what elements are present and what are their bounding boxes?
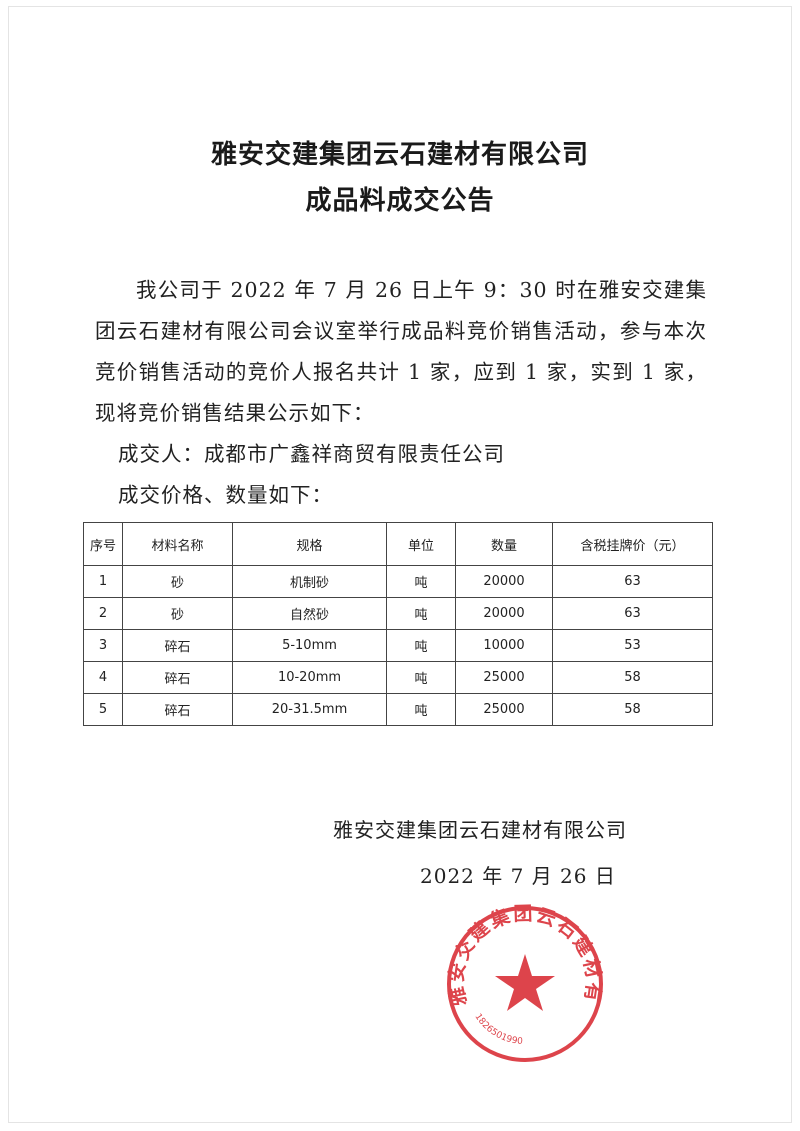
title-announcement: 成品料成交公告 — [305, 186, 495, 216]
title-company: 雅安交建集团云石建材有限公司 — [210, 140, 589, 170]
header-unit: 单位 — [386, 522, 456, 566]
cell-quantity: 10000 — [455, 629, 553, 662]
result-table: 序号 材料名称 规格 单位 数量 含税挂牌价（元） 1 砂机制砂吨 20000 63 2… — [83, 522, 713, 726]
table-row: 1 砂机制砂吨 20000 63 — [83, 565, 713, 598]
table-row: 3 碎石 5-10mm 吨 10000 53 — [83, 629, 713, 662]
table-row: 4 碎石 10-20mm 吨 25000 58 — [83, 661, 713, 694]
header-price: 含税挂牌价（元） — [552, 522, 713, 566]
signature-date: 2022 年 7 月 26 日 — [420, 864, 616, 888]
cell-spec: 10-20mm — [232, 661, 387, 694]
cell-quantity: 20000 — [455, 565, 553, 598]
page-border — [8, 6, 792, 1123]
header-material: 材料名称 — [122, 522, 233, 566]
table-row: 5 碎石 20-31.5mm 吨 25000 58 — [83, 693, 713, 726]
cell-unit: 吨 — [386, 565, 456, 598]
header-quantity: 数量 — [455, 522, 553, 566]
cell-material: 碎石 — [122, 661, 233, 694]
cell-quantity: 25000 — [455, 661, 553, 694]
cell-unit: 吨 — [386, 661, 456, 694]
cell-index: 1 — [83, 565, 123, 598]
cell-index: 2 — [83, 597, 123, 630]
header-index: 序号 — [83, 522, 123, 566]
header-spec: 规格 — [232, 522, 387, 566]
cell-index: 3 — [83, 629, 123, 662]
cell-price: 63 — [552, 597, 713, 630]
cell-spec: 20-31.5mm — [232, 693, 387, 726]
cell-unit: 吨 — [386, 629, 456, 662]
cell-price: 53 — [552, 629, 713, 662]
cell-unit: 吨 — [386, 597, 456, 630]
cell-quantity: 20000 — [455, 597, 553, 630]
cell-price: 63 — [552, 565, 713, 598]
table-header-row: 序号 材料名称 规格 单位 数量 含税挂牌价（元） — [83, 522, 713, 566]
signature-company: 雅安交建集团云石建材有限公司 — [333, 818, 627, 842]
cell-spec: 自然砂 — [232, 597, 387, 630]
winner-line: 成交人：成都市广鑫祥商贸有限责任公司 — [118, 442, 505, 466]
cell-price: 58 — [552, 693, 713, 726]
table-row: 2 砂自然砂吨 20000 63 — [83, 597, 713, 630]
cell-material: 砂 — [122, 565, 233, 598]
cell-index: 5 — [83, 693, 123, 726]
body-paragraph: 我公司于 2022 年 7 月 26 日上午 9：30 时在雅安交建集团云石建材… — [95, 278, 707, 425]
star-icon — [495, 954, 555, 1011]
cell-spec: 5-10mm — [232, 629, 387, 662]
cell-quantity: 25000 — [455, 693, 553, 726]
cell-index: 4 — [83, 661, 123, 694]
cell-material: 碎石 — [122, 629, 233, 662]
price-intro: 成交价格、数量如下： — [118, 483, 333, 507]
cell-price: 58 — [552, 661, 713, 694]
company-seal: 雅安交建集团云石建材有限公司 18265019908 — [445, 904, 605, 1062]
cell-unit: 吨 — [386, 693, 456, 726]
cell-material: 砂 — [122, 597, 233, 630]
document-body: 我公司于 2022 年 7 月 26 日上午 9：30 时在雅安交建集团云石建材… — [83, 270, 713, 1064]
cell-spec: 机制砂 — [232, 565, 387, 598]
cell-material: 碎石 — [122, 693, 233, 726]
